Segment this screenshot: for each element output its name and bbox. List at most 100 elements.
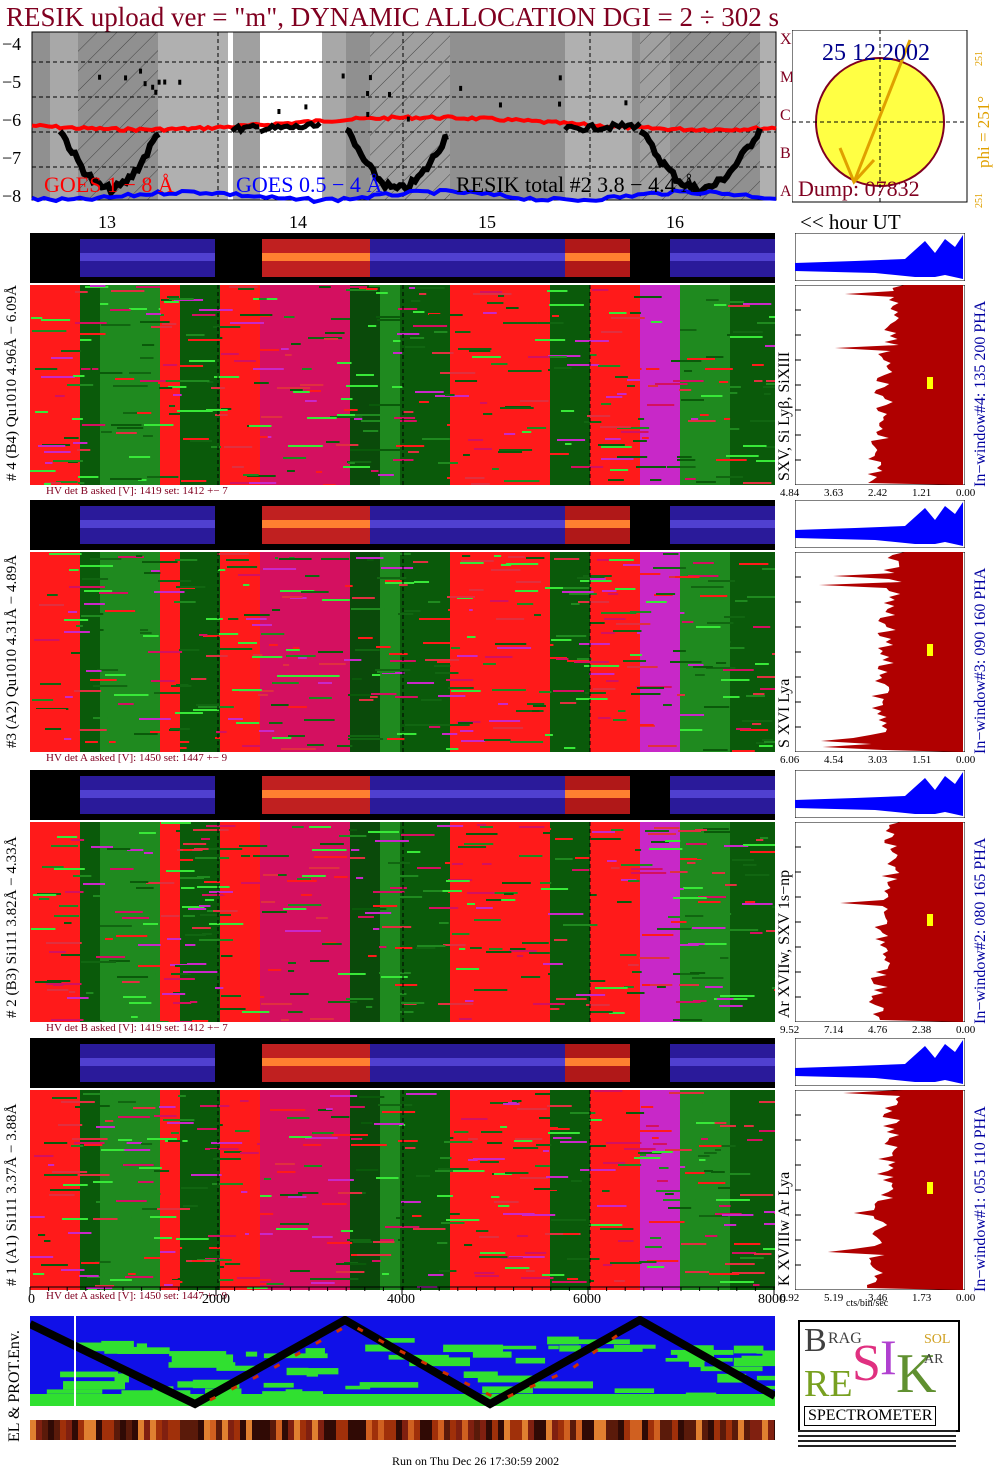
spectrogram-d3 <box>30 552 775 752</box>
spectrogram-streak <box>175 1021 203 1022</box>
env-strip-cell <box>600 1420 606 1440</box>
spectrogram-streak <box>191 1174 222 1176</box>
spectrogram-streak <box>193 709 220 711</box>
spectrogram-streak <box>76 625 83 627</box>
spectrogram-streak <box>116 432 137 434</box>
spectrogram-streak <box>699 1215 728 1217</box>
spectrogram-streak <box>359 699 374 701</box>
spectrogram-streak <box>194 848 209 850</box>
spectrogram-streak <box>476 1230 489 1232</box>
spectrogram-streak <box>508 556 525 558</box>
spectrogram-streak <box>348 735 380 737</box>
resik-point <box>341 73 345 79</box>
spectrogram-streak <box>481 1131 503 1133</box>
spectrogram-streak <box>656 593 676 595</box>
env-strip-cell <box>378 1420 384 1440</box>
logo-i: I <box>880 1329 897 1385</box>
spectrogram-streak <box>73 375 85 377</box>
spectrogram-streak <box>240 1100 249 1102</box>
spectrogram-streak <box>403 710 424 712</box>
sun-arrow-head <box>838 147 876 185</box>
spectrogram-streak <box>468 1138 478 1140</box>
env-strip-cell <box>504 1420 510 1440</box>
spectrogram-streak <box>601 632 615 634</box>
spectrogram-streak <box>458 348 492 350</box>
spectrogram-streak <box>679 389 692 391</box>
spectrogram-streak <box>554 367 572 369</box>
spectrogram-streak <box>268 969 282 971</box>
spectrogram-streak <box>192 1020 209 1022</box>
spectrogram-streak <box>691 418 699 420</box>
spectrogram-streak <box>637 632 672 634</box>
env-strip-cell <box>246 1420 252 1440</box>
spectrogram-streak <box>469 589 484 591</box>
spectrogram-streak <box>269 644 278 646</box>
env-land-patch <box>286 1367 309 1376</box>
spectrogram-streak <box>167 296 180 298</box>
spectrogram-streak <box>181 1187 208 1189</box>
spectrogram-streak <box>392 386 403 388</box>
resik-point <box>157 79 161 85</box>
spectrogram-streak <box>61 1269 85 1271</box>
spectrogram-streak <box>253 368 284 370</box>
spectrogram-streak <box>641 1106 654 1108</box>
spectrogram-streak <box>183 843 207 845</box>
spectrum-xtick: 1.51 <box>912 754 932 766</box>
spectrogram-streak <box>517 1235 529 1237</box>
spectrogram-streak <box>203 635 225 637</box>
pha-strip-d1 <box>30 1038 775 1088</box>
env-strip-cell <box>648 1420 654 1440</box>
spectrogram-streak <box>657 986 666 988</box>
spectrogram-streak <box>81 368 91 370</box>
spectrogram-streak <box>49 553 82 555</box>
spectrogram-streak <box>263 568 297 570</box>
spectrogram-streak <box>311 1282 335 1284</box>
spectrogram-column <box>180 552 220 752</box>
spectrogram-streak <box>68 836 78 838</box>
spectrogram-streak <box>480 1161 499 1163</box>
spectrogram-streak <box>32 699 54 701</box>
goes-hatch <box>640 32 760 200</box>
spectrogram-streak <box>396 1217 408 1219</box>
env-strip-cell <box>330 1420 336 1440</box>
spectrogram-streak <box>328 1278 359 1280</box>
spectrogram-streak <box>75 291 88 293</box>
spectrogram-streak <box>740 729 769 731</box>
spectrogram-streak <box>107 848 131 850</box>
spectrogram-streak <box>382 926 412 928</box>
spectrogram-streak <box>136 887 154 889</box>
env-land-patch <box>375 1338 415 1343</box>
spectrogram-streak <box>323 484 336 485</box>
spectrogram-streak <box>719 1173 751 1175</box>
spectrogram-streak <box>541 828 552 830</box>
pha-strip-d2 <box>30 770 775 820</box>
detector-label-d2: # 2 (B3) Si111 3.82Å − 4.33Å <box>4 836 20 1018</box>
window-label-d4: In−window#4: 135 200 PHA <box>972 300 989 487</box>
sun-direction-arrow <box>852 39 912 183</box>
spectrogram-streak <box>500 407 534 409</box>
spectrogram-streak <box>336 1271 365 1273</box>
spectrogram-streak <box>286 655 316 657</box>
spectrogram-streak <box>389 1011 414 1013</box>
spectrogram-streak <box>375 840 409 842</box>
spectrogram-streak <box>181 480 207 482</box>
env-strip-cell <box>606 1420 612 1440</box>
spectrogram-streak <box>436 724 470 726</box>
spectrogram-streak <box>536 1144 552 1146</box>
spectrogram-streak <box>180 877 205 879</box>
env-strip-cell <box>102 1420 108 1440</box>
spectrogram-streak <box>580 894 597 896</box>
spectrogram-streak <box>676 612 685 614</box>
spectrogram-streak <box>305 400 317 402</box>
spectrogram-streak <box>141 1143 153 1145</box>
spectrogram-streak <box>467 903 476 905</box>
env-land-patch <box>345 1385 371 1390</box>
spectrogram-streak <box>601 403 612 405</box>
spectrogram-streak <box>176 1238 209 1240</box>
env-strip-cell <box>750 1420 756 1440</box>
spectrogram-streak <box>590 1011 613 1013</box>
spectrogram-column <box>590 1090 640 1290</box>
spectrogram-streak <box>653 1143 667 1145</box>
spectrogram-streak <box>429 314 463 316</box>
spectrogram-streak <box>209 1247 239 1249</box>
